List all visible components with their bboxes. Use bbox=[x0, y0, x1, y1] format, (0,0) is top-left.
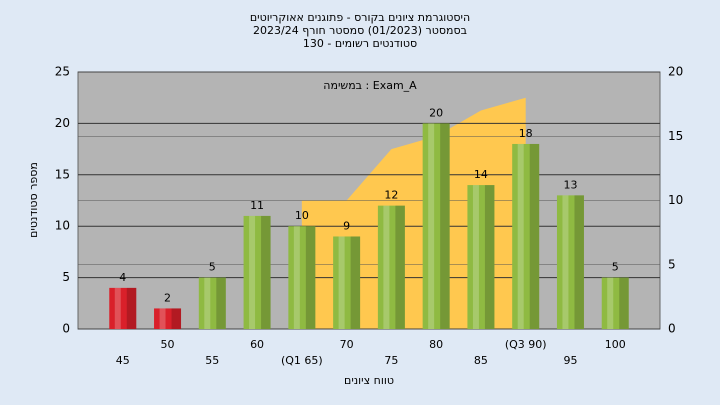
x-tick-label: 55 bbox=[205, 354, 219, 367]
y2-tick-label: 0 bbox=[668, 322, 676, 336]
bar-highlight bbox=[249, 215, 256, 329]
y-tick-label: 0 bbox=[62, 322, 70, 336]
bar-highlight bbox=[517, 143, 524, 329]
x-tick-label: 80 bbox=[429, 338, 443, 351]
value-label: 9 bbox=[343, 219, 350, 232]
bar-shade bbox=[305, 226, 316, 329]
bar-shade bbox=[216, 277, 226, 329]
bar bbox=[512, 143, 540, 329]
chart-title: סטודנטים רשומים - 130 bbox=[303, 37, 417, 50]
bar bbox=[422, 123, 450, 330]
y2-tick-label: 20 bbox=[668, 65, 683, 79]
bar-highlight bbox=[338, 236, 345, 329]
bar-highlight bbox=[428, 123, 435, 330]
x-tick-label: 70 bbox=[340, 338, 354, 351]
value-label: 20 bbox=[429, 106, 443, 119]
bar-shade bbox=[529, 143, 540, 329]
y-tick-label: 25 bbox=[55, 65, 70, 79]
x-tick-label: 85 bbox=[474, 354, 488, 367]
bar bbox=[198, 277, 226, 329]
bar-highlight bbox=[383, 205, 390, 329]
bar-highlight bbox=[293, 226, 300, 329]
y-tick-label: 20 bbox=[55, 116, 70, 130]
bar-shade bbox=[171, 308, 182, 329]
bar-highlight bbox=[204, 277, 211, 329]
value-label: 18 bbox=[519, 127, 533, 140]
x-tick-label: 75 bbox=[384, 354, 398, 367]
value-label: 13 bbox=[563, 178, 577, 191]
bar bbox=[154, 308, 182, 329]
bar-shade bbox=[440, 123, 450, 330]
x-tick-label: (Q1 65) bbox=[281, 354, 323, 367]
x-tick-label: (Q3 90) bbox=[505, 338, 547, 351]
value-label: 12 bbox=[384, 189, 398, 202]
x-axis-label: טווח ציונים bbox=[344, 374, 394, 387]
bar-shade bbox=[261, 215, 271, 329]
x-tick-label: 100 bbox=[605, 338, 626, 351]
bar-shade bbox=[619, 277, 629, 329]
value-label: 11 bbox=[250, 199, 264, 212]
bar bbox=[467, 185, 495, 329]
value-label: 4 bbox=[119, 271, 126, 284]
bar-shade bbox=[395, 205, 405, 329]
y-tick-label: 15 bbox=[55, 167, 70, 181]
chart-title: היסטוגרמת ציונים בקורס - פתוגנים אאוקריו… bbox=[250, 11, 470, 24]
bar bbox=[556, 195, 584, 329]
value-label: 14 bbox=[474, 168, 488, 181]
bar-shade bbox=[574, 195, 584, 329]
x-tick-label: 50 bbox=[161, 338, 175, 351]
value-label: 10 bbox=[295, 209, 309, 222]
bar bbox=[333, 236, 361, 329]
bar-highlight bbox=[159, 308, 166, 329]
bar bbox=[377, 205, 405, 329]
bar-shade bbox=[350, 236, 361, 329]
value-label: 5 bbox=[209, 261, 216, 274]
bar bbox=[243, 215, 271, 329]
value-label: 5 bbox=[612, 261, 619, 274]
bar-shade bbox=[126, 287, 137, 329]
y2-tick-label: 5 bbox=[668, 257, 676, 271]
bar bbox=[288, 226, 316, 329]
bar-shade bbox=[484, 185, 495, 329]
bar bbox=[109, 287, 137, 329]
bar-highlight bbox=[607, 277, 614, 329]
y-axis-label: מספר סטודנטים bbox=[27, 162, 40, 238]
y-tick-label: 10 bbox=[55, 219, 70, 233]
chart-title: בסמסטר (01/2023) סמסטר חורף 2023/24 bbox=[253, 24, 467, 37]
bar-highlight bbox=[114, 287, 121, 329]
bar-highlight bbox=[472, 185, 479, 329]
annotation: במשימה : Exam_A bbox=[323, 79, 417, 92]
bar bbox=[601, 277, 629, 329]
x-tick-label: 60 bbox=[250, 338, 264, 351]
x-tick-label: 45 bbox=[116, 354, 130, 367]
x-tick-label: 95 bbox=[563, 354, 577, 367]
y-tick-label: 5 bbox=[62, 270, 70, 284]
y2-tick-label: 10 bbox=[668, 193, 683, 207]
y2-tick-label: 15 bbox=[668, 129, 683, 143]
value-label: 2 bbox=[164, 291, 171, 304]
bar-highlight bbox=[562, 195, 569, 329]
